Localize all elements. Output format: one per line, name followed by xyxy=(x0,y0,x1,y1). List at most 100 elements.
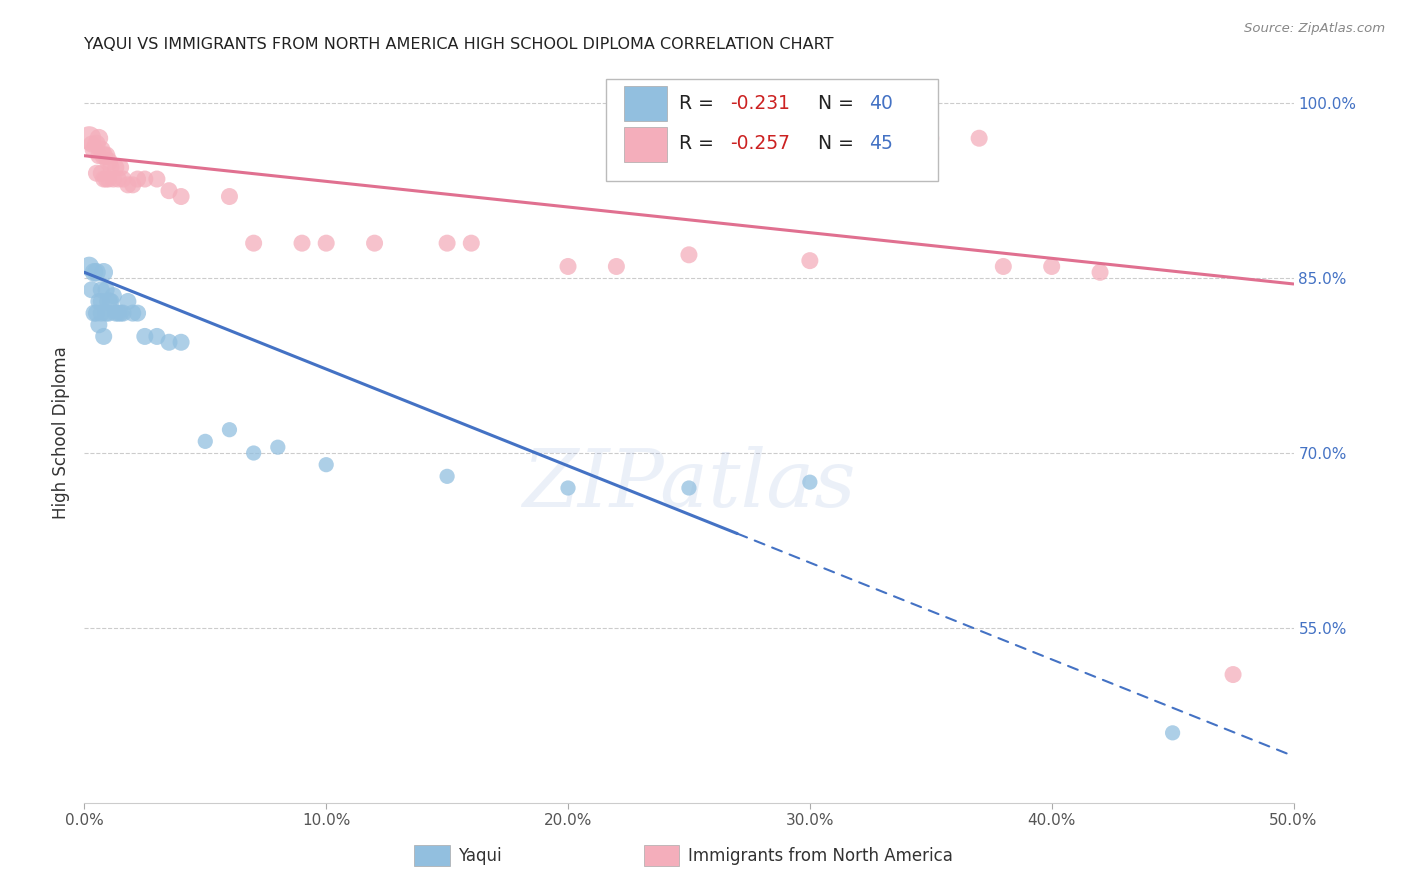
Text: ZIPatlas: ZIPatlas xyxy=(522,446,856,524)
FancyBboxPatch shape xyxy=(415,845,450,866)
Point xyxy=(218,189,240,203)
Point xyxy=(87,294,110,309)
Point xyxy=(920,131,942,145)
Point xyxy=(94,306,117,320)
Point xyxy=(315,236,337,251)
Point xyxy=(97,306,120,320)
Point xyxy=(104,306,127,320)
Point xyxy=(97,172,120,186)
FancyBboxPatch shape xyxy=(606,78,938,181)
Point xyxy=(134,172,156,186)
Point xyxy=(436,469,458,483)
Point xyxy=(1222,667,1244,681)
Point xyxy=(267,440,290,454)
Text: Source: ZipAtlas.com: Source: ZipAtlas.com xyxy=(1244,22,1385,36)
Point xyxy=(86,265,108,279)
Point xyxy=(87,318,110,332)
Point xyxy=(110,306,132,320)
Text: N =: N = xyxy=(818,94,860,112)
Point xyxy=(86,136,108,151)
Point xyxy=(127,172,149,186)
Point xyxy=(557,260,579,274)
Point xyxy=(194,434,217,449)
Text: N =: N = xyxy=(818,135,860,153)
Text: 40: 40 xyxy=(869,94,893,112)
Point xyxy=(127,306,149,320)
Point xyxy=(605,260,627,274)
Point xyxy=(121,178,143,192)
Point xyxy=(94,283,117,297)
Point xyxy=(557,481,579,495)
Point xyxy=(1088,265,1111,279)
Point xyxy=(87,131,110,145)
Point xyxy=(90,306,112,320)
Point xyxy=(157,335,180,350)
Point xyxy=(315,458,337,472)
Point xyxy=(93,265,115,279)
Point xyxy=(242,236,264,251)
Point xyxy=(146,172,169,186)
Point xyxy=(110,161,132,175)
Point xyxy=(90,294,112,309)
Text: -0.257: -0.257 xyxy=(730,135,790,153)
Point xyxy=(291,236,314,251)
Point xyxy=(678,481,700,495)
Point xyxy=(93,149,115,163)
Text: YAQUI VS IMMIGRANTS FROM NORTH AMERICA HIGH SCHOOL DIPLOMA CORRELATION CHART: YAQUI VS IMMIGRANTS FROM NORTH AMERICA H… xyxy=(84,37,834,52)
Point xyxy=(87,149,110,163)
Point xyxy=(86,306,108,320)
Point xyxy=(363,236,385,251)
Point xyxy=(107,306,129,320)
Point xyxy=(77,260,100,274)
Point xyxy=(94,172,117,186)
Point xyxy=(100,294,122,309)
FancyBboxPatch shape xyxy=(644,845,679,866)
Point xyxy=(436,236,458,251)
Point xyxy=(83,143,105,157)
Point xyxy=(103,288,125,302)
Point xyxy=(134,329,156,343)
Point xyxy=(80,283,103,297)
Point xyxy=(104,161,127,175)
Y-axis label: High School Diploma: High School Diploma xyxy=(52,346,70,519)
Point xyxy=(93,329,115,343)
Point xyxy=(146,329,169,343)
Point xyxy=(799,253,821,268)
Point xyxy=(242,446,264,460)
FancyBboxPatch shape xyxy=(624,87,668,121)
Point xyxy=(117,294,139,309)
Point xyxy=(112,306,135,320)
Point xyxy=(97,154,120,169)
FancyBboxPatch shape xyxy=(624,127,668,161)
Point xyxy=(93,172,115,186)
Point xyxy=(170,335,193,350)
Point xyxy=(90,143,112,157)
Text: R =: R = xyxy=(679,135,720,153)
Point xyxy=(121,306,143,320)
Point xyxy=(799,475,821,490)
Point xyxy=(993,260,1015,274)
Point xyxy=(83,306,105,320)
Text: 45: 45 xyxy=(869,135,893,153)
Point xyxy=(86,166,108,180)
Point xyxy=(460,236,482,251)
Point xyxy=(77,131,100,145)
Text: Immigrants from North America: Immigrants from North America xyxy=(688,847,953,865)
Text: R =: R = xyxy=(679,94,720,112)
Point xyxy=(117,178,139,192)
Point xyxy=(170,189,193,203)
Point xyxy=(90,166,112,180)
Point xyxy=(967,131,990,145)
Point xyxy=(103,172,125,186)
Point xyxy=(90,283,112,297)
Point xyxy=(1040,260,1063,274)
Point xyxy=(218,423,240,437)
Point xyxy=(97,294,120,309)
Point xyxy=(1161,726,1184,740)
Point xyxy=(157,184,180,198)
Point xyxy=(112,172,135,186)
Point xyxy=(83,265,105,279)
Point xyxy=(94,149,117,163)
Text: -0.231: -0.231 xyxy=(730,94,790,112)
Point xyxy=(678,248,700,262)
